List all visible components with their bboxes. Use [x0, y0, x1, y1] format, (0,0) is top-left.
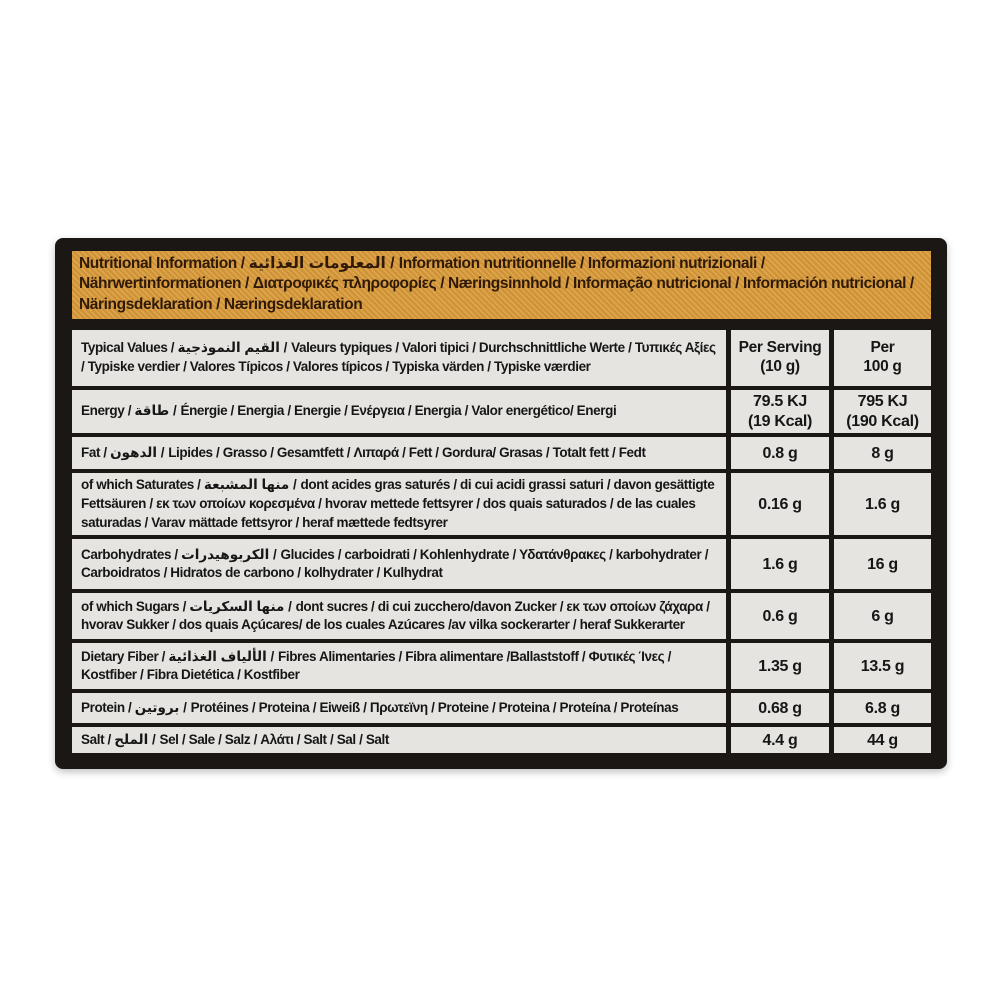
row-label-dietary-fiber: Dietary Fiber / الألياف الغذائية / Fibre… [72, 643, 726, 690]
table-row-salt: Salt / الملح / Sel / Sale / Salz / Αλάτι… [72, 727, 931, 754]
table-row-sugars: of which Sugars / منها السكريات / dont s… [72, 593, 931, 640]
column-header-per-100g: Per 100 g [834, 330, 931, 387]
fat-per-100g-value: 8 g [834, 437, 931, 470]
column-header-per-serving: Per Serving (10 g) [731, 330, 829, 387]
row-label-fat: Fat / الدهون / Lipides / Grasso / Gesamt… [72, 437, 726, 470]
carbohydrates-per-serving-value: 1.6 g [731, 539, 829, 590]
nutrition-header-title: Nutritional Information / المعلومات الغذ… [72, 251, 931, 320]
table-row-fat: Fat / الدهون / Lipides / Grasso / Gesamt… [72, 437, 931, 470]
protein-per-100g-value: 6.8 g [834, 693, 931, 724]
row-label-salt: Salt / الملح / Sel / Sale / Salz / Αλάτι… [72, 727, 726, 754]
table-row-carbohydrates: Carbohydrates / الكربوهيدرات / Glucides … [72, 539, 931, 590]
row-label-energy: Energy / طاقة / Énergie / Energia / Ener… [72, 390, 726, 434]
energy-per-100g-value: 795 KJ (190 Kcal) [834, 390, 931, 434]
fat-per-serving-value: 0.8 g [731, 437, 829, 470]
table-row-protein: Protein / بروتين / Protéines / Proteina … [72, 693, 931, 724]
saturates-per-serving-value: 0.16 g [731, 473, 829, 536]
protein-per-serving-value: 0.68 g [731, 693, 829, 724]
dietary-fiber-per-100g-value: 13.5 g [834, 643, 931, 690]
energy-per-serving-value: 79.5 KJ (19 Kcal) [731, 390, 829, 434]
row-label-protein: Protein / بروتين / Protéines / Proteina … [72, 693, 726, 724]
saturates-per-100g-value: 1.6 g [834, 473, 931, 536]
table-row-dietary-fiber: Dietary Fiber / الألياف الغذائية / Fibre… [72, 643, 931, 690]
nutrition-table: Typical Values / القيم النموذجية / Valeu… [72, 330, 931, 754]
salt-per-serving-value: 4.4 g [731, 727, 829, 754]
table-row-energy: Energy / طاقة / Énergie / Energia / Ener… [72, 390, 931, 434]
row-label-sugars: of which Sugars / منها السكريات / dont s… [72, 593, 726, 640]
table-header-row: Typical Values / القيم النموذجية / Valeu… [72, 330, 931, 387]
carbohydrates-per-100g-value: 16 g [834, 539, 931, 590]
dietary-fiber-per-serving-value: 1.35 g [731, 643, 829, 690]
nutrition-label-panel: Nutritional Information / المعلومات الغذ… [55, 238, 947, 770]
row-label-saturates: of which Saturates / منها المشبعة / dont… [72, 473, 726, 536]
sugars-per-100g-value: 6 g [834, 593, 931, 640]
row-label-carbohydrates: Carbohydrates / الكربوهيدرات / Glucides … [72, 539, 726, 590]
sugars-per-serving-value: 0.6 g [731, 593, 829, 640]
salt-per-100g-value: 44 g [834, 727, 931, 754]
column-header-typical-values: Typical Values / القيم النموذجية / Valeu… [72, 330, 726, 387]
table-row-saturates: of which Saturates / منها المشبعة / dont… [72, 473, 931, 536]
